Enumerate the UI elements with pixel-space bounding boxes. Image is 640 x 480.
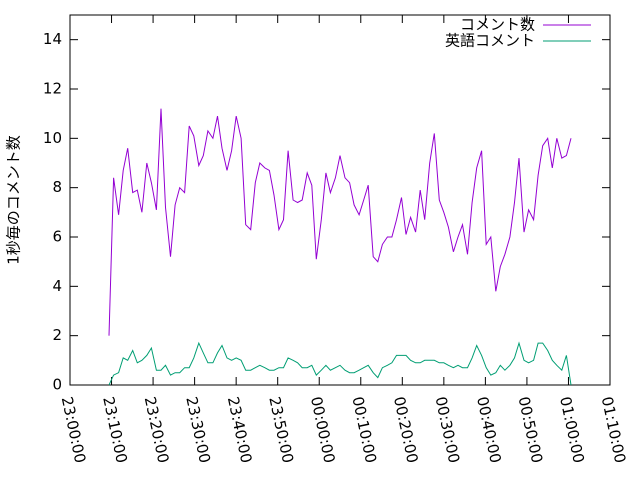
y-tick-label: 0: [52, 376, 62, 394]
x-tick-label: 00:40:00: [473, 395, 505, 465]
x-tick-label: 23:20:00: [141, 395, 173, 465]
y-tick-label: 4: [52, 277, 62, 295]
x-tick-label: 00:00:00: [307, 395, 339, 465]
x-tick-label: 23:40:00: [224, 395, 256, 465]
y-tick-label: 14: [43, 30, 62, 48]
y-tick-label: 6: [52, 228, 62, 246]
x-tick-label: 01:10:00: [598, 395, 630, 465]
x-tick-label: 00:10:00: [348, 395, 380, 465]
x-tick-label: 00:30:00: [432, 395, 464, 465]
x-tick-label: 00:20:00: [390, 395, 422, 465]
x-tick-label: 23:00:00: [58, 395, 90, 465]
legend-label: コメント数: [460, 16, 535, 34]
x-tick-label: 23:10:00: [99, 395, 131, 465]
plot-frame: [69, 14, 611, 386]
y-tick-label: 10: [43, 129, 62, 147]
y-tick-label: 12: [43, 80, 62, 98]
x-tick-label: 00:50:00: [515, 395, 547, 465]
x-tick-label: 01:00:00: [556, 395, 588, 465]
y-tick-label: 2: [52, 326, 62, 344]
y-axis-label: 1秒毎のコメント数: [5, 135, 23, 265]
legend-label: 英語コメント: [445, 32, 535, 50]
series-line: [108, 341, 572, 386]
x-tick-label: 23:30:00: [182, 395, 214, 465]
series-line: [108, 108, 572, 336]
y-tick-label: 8: [52, 178, 62, 196]
x-tick-label: 23:50:00: [265, 395, 297, 465]
